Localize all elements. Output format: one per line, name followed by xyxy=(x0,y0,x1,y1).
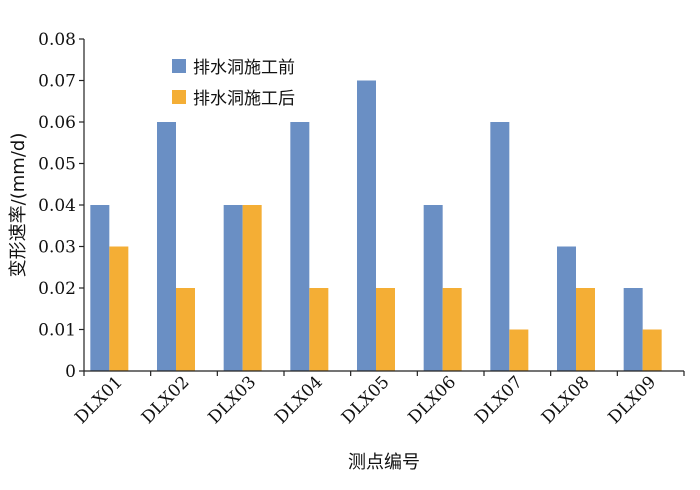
x-tick-label: DLX01 xyxy=(71,372,127,428)
y-tick-label: 0.05 xyxy=(38,155,76,175)
y-tick-label: 0.08 xyxy=(38,30,76,50)
bar-before-dlx02 xyxy=(157,122,176,371)
x-tick-label: DLX05 xyxy=(338,372,394,428)
y-tick-label: 0.02 xyxy=(38,279,76,299)
bar-after-dlx05 xyxy=(376,288,395,371)
x-tick-label: DLX09 xyxy=(605,372,661,428)
x-tick-label: DLX06 xyxy=(405,372,461,428)
legend-label: 排水洞施工前 xyxy=(193,58,295,78)
bar-before-dlx04 xyxy=(290,122,310,371)
bar-after-dlx07 xyxy=(509,329,529,371)
bar-after-dlx09 xyxy=(642,329,662,371)
bar-after-dlx08 xyxy=(576,288,595,371)
bar-before-dlx05 xyxy=(357,80,376,371)
y-tick-label: 0.04 xyxy=(38,196,76,216)
x-tick-label: DLX08 xyxy=(538,372,594,428)
bar-before-dlx08 xyxy=(557,246,576,371)
x-axis-title: 测点编号 xyxy=(348,452,420,473)
bar-before-dlx09 xyxy=(623,288,643,371)
legend-swatch xyxy=(172,90,186,104)
bars-group xyxy=(90,80,662,371)
y-tick-label: 0.01 xyxy=(38,321,76,341)
y-ticks-group: 0 0.01 0.02 0.03 0.04 0.05 0.06 0.07 0.08 xyxy=(38,30,84,382)
y-tick-label: 0 xyxy=(65,362,76,382)
legend-label: 排水洞施工后 xyxy=(193,89,295,109)
x-ticks-group: DLX01 DLX02 DLX03 DLX04 DLX05 DLX06 DLX07 DLX08… xyxy=(71,371,685,428)
y-axis-title: 变形速率/(mm/d) xyxy=(8,133,29,278)
y-tick-label: 0.07 xyxy=(38,72,76,92)
bar-after-dlx03 xyxy=(242,205,262,371)
bar-after-dlx01 xyxy=(109,246,129,371)
x-tick-label: DLX07 xyxy=(471,372,527,428)
y-tick-label: 0.03 xyxy=(38,238,76,258)
bar-before-dlx03 xyxy=(223,205,243,371)
bar-before-dlx07 xyxy=(490,122,510,371)
bar-after-dlx06 xyxy=(442,288,462,371)
bar-before-dlx06 xyxy=(423,205,443,371)
x-tick-label: DLX02 xyxy=(138,372,194,428)
bar-before-dlx01 xyxy=(90,205,110,371)
x-tick-label: DLX04 xyxy=(271,372,327,428)
legend-swatch xyxy=(172,59,186,73)
bar-after-dlx04 xyxy=(309,288,329,371)
bar-after-dlx02 xyxy=(176,288,195,371)
x-tick-label: DLX03 xyxy=(205,372,261,428)
y-tick-label: 0.06 xyxy=(38,113,76,133)
